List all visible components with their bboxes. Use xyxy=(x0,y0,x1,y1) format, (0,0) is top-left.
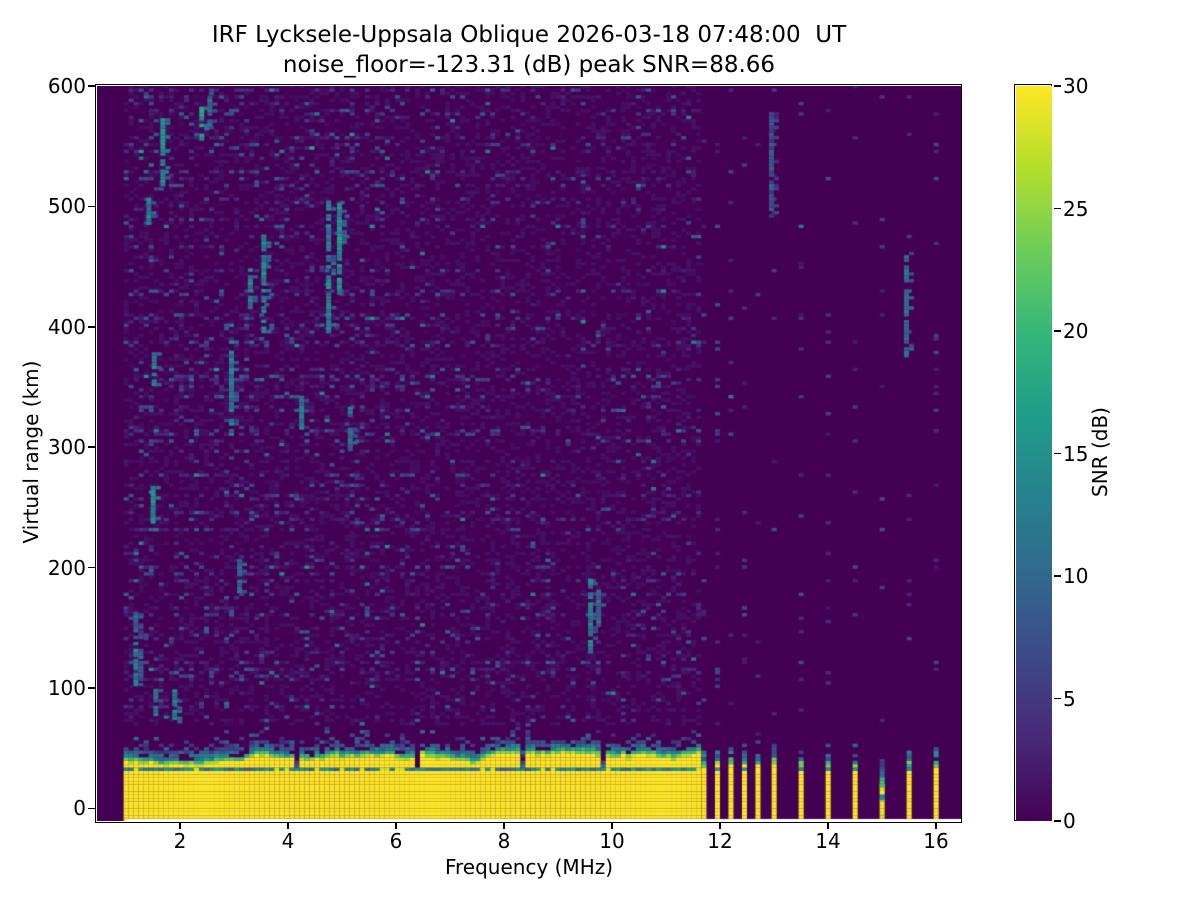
colorbar-canvas xyxy=(1015,86,1052,821)
tick-mark xyxy=(503,822,505,830)
x-tick-label: 2 xyxy=(173,829,187,853)
tick-mark xyxy=(1053,575,1061,577)
tick-mark xyxy=(719,822,721,830)
tick-mark xyxy=(88,325,96,328)
y-tick-label: 0 xyxy=(73,796,86,821)
colorbar-tick-label: 30 xyxy=(1063,74,1089,98)
x-tick-label: 16 xyxy=(923,829,949,853)
chart-title: IRF Lycksele-Uppsala Oblique 2026-03-18 … xyxy=(211,22,847,48)
colorbar-tick-label: 20 xyxy=(1063,319,1089,343)
tick-mark xyxy=(287,822,289,830)
colorbar-label: SNR (dB) xyxy=(1088,407,1112,497)
tick-mark xyxy=(1053,820,1061,822)
tick-mark xyxy=(1053,85,1061,87)
x-axis-label: Frequency (MHz) xyxy=(444,855,614,879)
tick-mark xyxy=(1053,697,1061,700)
chart-subtitle: noise_floor=-123.31 (dB) peak SNR=88.66 xyxy=(282,52,776,78)
colorbar-tick-label: 10 xyxy=(1063,564,1089,588)
tick-mark xyxy=(935,822,937,830)
x-tick-label: 12 xyxy=(707,829,733,853)
tick-mark xyxy=(88,807,96,810)
tick-mark xyxy=(88,687,96,689)
colorbar-tick-label: 5 xyxy=(1063,686,1076,711)
tick-mark xyxy=(88,566,96,569)
tick-mark xyxy=(1053,330,1061,332)
colorbar-tick-label: 15 xyxy=(1063,441,1089,466)
tick-mark xyxy=(827,822,829,830)
x-tick-label: 8 xyxy=(497,829,511,853)
tick-mark xyxy=(179,822,181,830)
y-tick-label: 400 xyxy=(47,314,86,339)
y-tick-label: 300 xyxy=(47,435,86,460)
x-tick-label: 14 xyxy=(815,829,841,853)
colorbar-tick-label: 0 xyxy=(1063,809,1076,833)
x-tick-label: 10 xyxy=(599,829,625,853)
y-tick-label: 500 xyxy=(47,194,86,219)
y-tick-label: 100 xyxy=(47,675,86,700)
y-tick-label: 600 xyxy=(47,74,86,98)
tick-mark xyxy=(88,85,96,87)
tick-mark xyxy=(1053,452,1061,455)
heatmap-canvas xyxy=(96,86,961,821)
x-tick-label: 4 xyxy=(281,829,295,853)
y-tick-label: 200 xyxy=(47,555,86,580)
colorbar-tick-label: 25 xyxy=(1063,196,1089,221)
tick-mark xyxy=(395,822,397,830)
tick-mark xyxy=(611,822,613,830)
x-tick-label: 6 xyxy=(389,829,403,853)
tick-mark xyxy=(88,205,96,208)
tick-mark xyxy=(1053,207,1061,210)
tick-mark xyxy=(88,446,96,448)
